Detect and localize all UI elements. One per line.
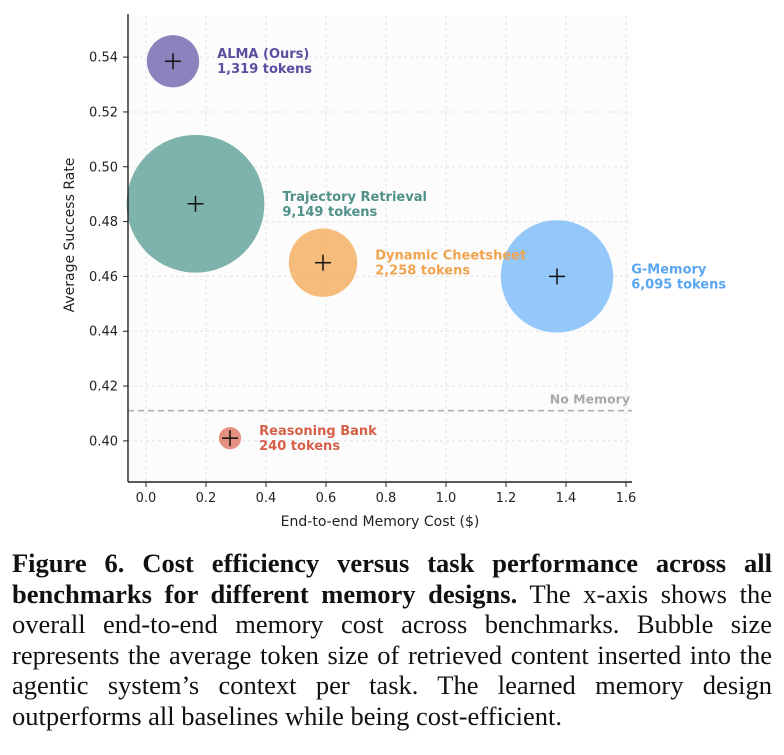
reference-line-layer: No Memory	[128, 392, 632, 412]
bubble-label-tokens: 240 tokens	[259, 439, 340, 454]
bubble-layer	[126, 35, 614, 450]
tick-layer: 0.0 0.2 0.4 0.6 0.8 1.0 1.2 1.4 1.6 0.40 0.42 0.44 0…	[62, 51, 636, 530]
bubble-label-tokens: 2,258 tokens	[375, 264, 470, 279]
x-tick-label: 1.2	[496, 491, 517, 506]
bubble-chart: No Memory 0.0 0.2 0.4 0.6 0.8 1.0 1.2 1.4 1.6 0.4…	[62, 14, 726, 530]
y-tick-label: 0.52	[89, 105, 118, 120]
bubble-label-tokens: 6,095 tokens	[631, 277, 726, 292]
label-layer: ALMA (Ours)1,319 tokens Trajectory Retrie…	[217, 47, 726, 454]
x-tick-label: 0.8	[376, 491, 397, 506]
y-tick-label: 0.44	[89, 325, 118, 340]
y-tick-label: 0.42	[89, 380, 118, 395]
bubble-label-name: G-Memory	[631, 262, 707, 277]
bubble-label-name: Dynamic Cheetsheet	[375, 249, 526, 264]
bubble-label-name: Reasoning Bank	[259, 424, 377, 439]
y-tick-label: 0.46	[89, 270, 118, 285]
x-tick-label: 1.4	[556, 491, 577, 506]
x-tick-label: 0.2	[196, 491, 217, 506]
y-tick-label: 0.40	[89, 434, 118, 449]
y-axis-title: Average Success Rate	[62, 158, 78, 313]
y-tick-label: 0.54	[89, 51, 118, 66]
caption-figure-label: Figure 6.	[12, 548, 125, 578]
bubble-label-name: Trajectory Retrieval	[282, 190, 427, 205]
bubble-label-name: ALMA (Ours)	[217, 47, 309, 62]
bubble-label-tokens: 9,149 tokens	[282, 205, 377, 220]
x-tick-label: 0.4	[256, 491, 277, 506]
y-tick-label: 0.48	[89, 215, 118, 230]
bubble-label-tokens: 1,319 tokens	[217, 62, 312, 77]
caption-body: The x-axis shows the overall end-to-end …	[12, 578, 772, 731]
x-tick-label: 0.6	[316, 491, 337, 506]
x-tick-label: 1.0	[436, 491, 457, 506]
no-memory-label: No Memory	[550, 392, 630, 407]
x-axis-title: End-to-end Memory Cost ($)	[281, 514, 480, 530]
caption-title: Cost efficiency versus task performance …	[12, 548, 772, 609]
axes-layer	[127, 14, 632, 483]
y-tick-label: 0.50	[89, 160, 118, 175]
x-tick-label: 0.0	[136, 491, 157, 506]
figure-caption: Figure 6. Cost efficiency versus task pe…	[12, 548, 772, 731]
x-tick-label: 1.6	[616, 491, 637, 506]
